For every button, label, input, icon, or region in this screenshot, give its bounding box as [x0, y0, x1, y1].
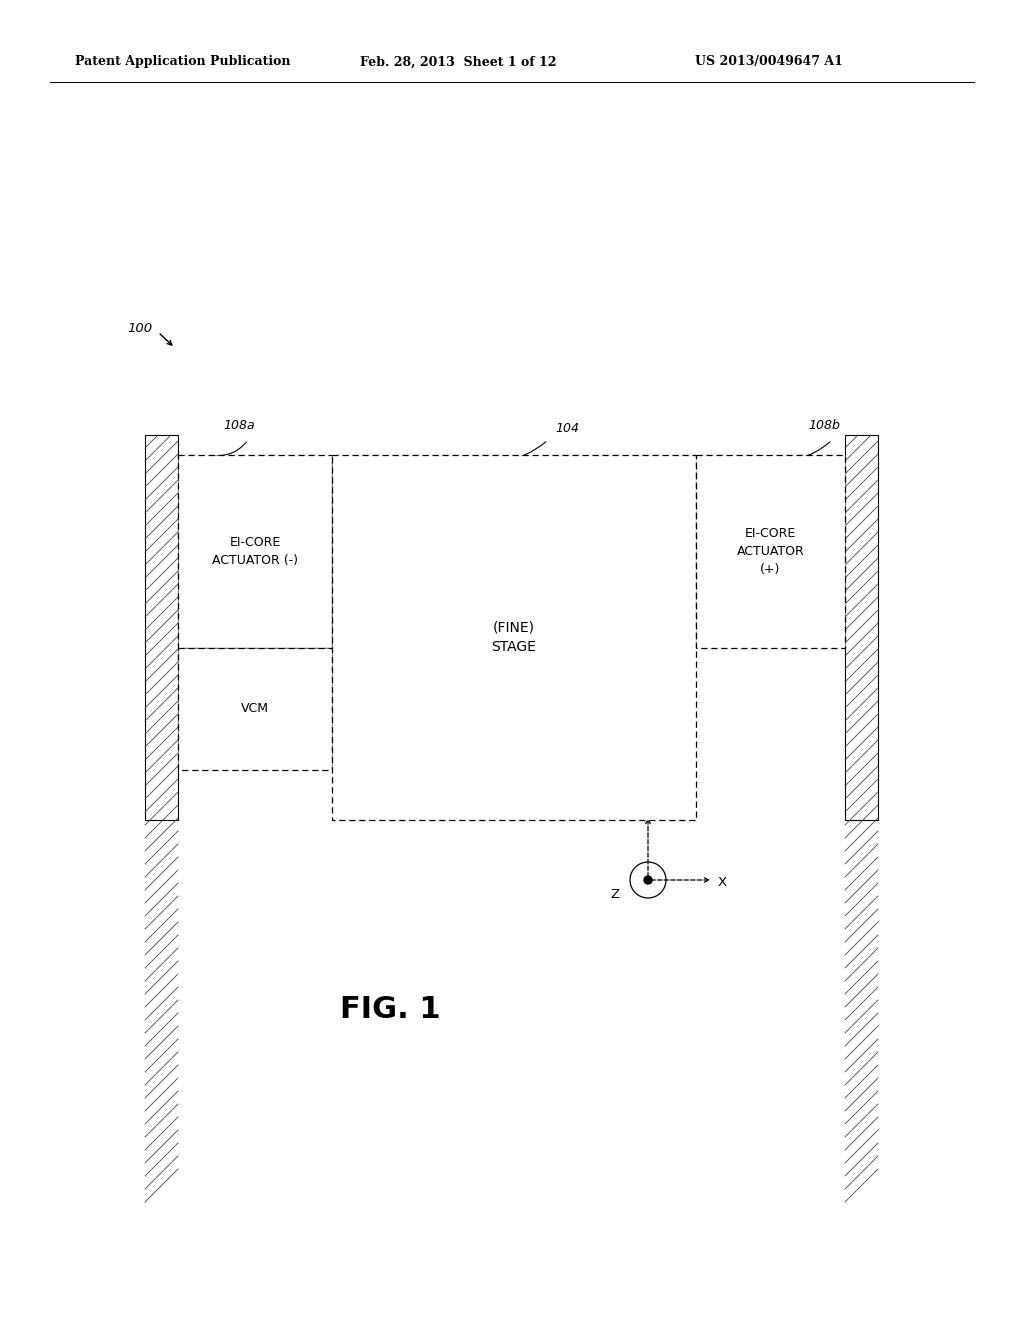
- Text: EI-CORE
ACTUATOR
(+): EI-CORE ACTUATOR (+): [736, 527, 805, 576]
- Text: Z: Z: [610, 887, 620, 900]
- Bar: [178, 455, 332, 648]
- Text: 108a: 108a: [223, 418, 255, 432]
- Text: VCM: VCM: [241, 702, 269, 715]
- Text: US 2013/0049647 A1: US 2013/0049647 A1: [695, 55, 843, 69]
- Text: 100: 100: [127, 322, 153, 334]
- Text: 108b: 108b: [808, 418, 840, 432]
- Text: FIG. 1: FIG. 1: [340, 995, 440, 1024]
- Text: Y: Y: [652, 795, 660, 808]
- Text: (FINE)
STAGE: (FINE) STAGE: [492, 620, 537, 655]
- Bar: [845, 436, 878, 820]
- Text: EI-CORE
ACTUATOR (-): EI-CORE ACTUATOR (-): [212, 536, 298, 568]
- Text: X: X: [718, 875, 727, 888]
- Bar: [145, 436, 178, 820]
- Bar: [178, 648, 332, 770]
- Bar: [332, 455, 696, 820]
- Bar: [696, 455, 845, 648]
- Circle shape: [644, 876, 652, 884]
- Text: Patent Application Publication: Patent Application Publication: [75, 55, 291, 69]
- Text: 112: 112: [271, 612, 295, 624]
- Text: Feb. 28, 2013  Sheet 1 of 12: Feb. 28, 2013 Sheet 1 of 12: [360, 55, 556, 69]
- Text: 104: 104: [555, 422, 579, 436]
